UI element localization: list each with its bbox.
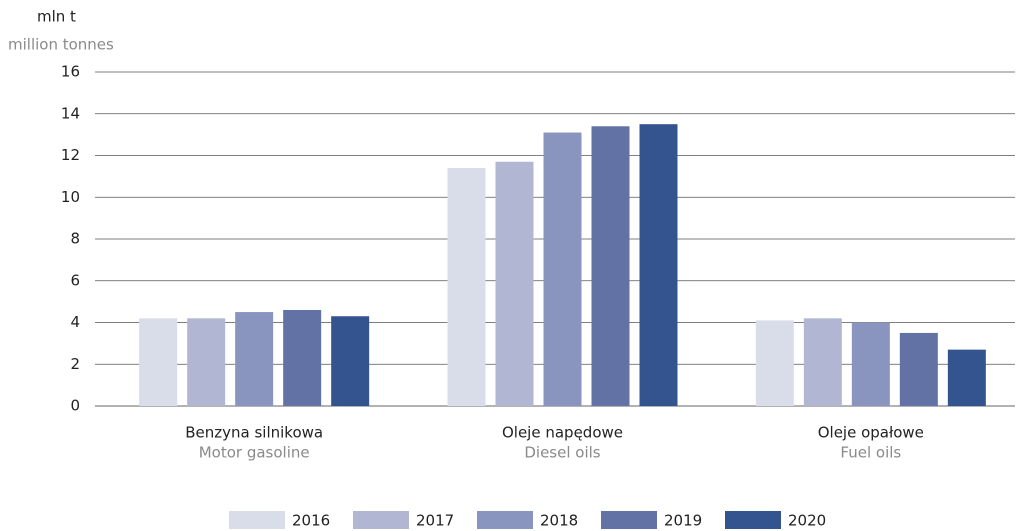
bar — [803, 318, 842, 406]
y-tick-label: 10 — [61, 188, 80, 206]
y-tick-label: 0 — [70, 397, 80, 415]
legend-swatch — [353, 511, 409, 529]
legend-swatch — [725, 511, 781, 529]
y-tick-label: 16 — [61, 63, 80, 81]
legend-label: 2020 — [788, 512, 826, 530]
legend-label: 2017 — [416, 512, 454, 530]
bar — [331, 316, 370, 406]
bar — [851, 322, 890, 406]
y-tick-label: 2 — [70, 355, 80, 373]
bar — [899, 332, 938, 406]
x-tick-label: Benzyna silnikowa — [185, 424, 323, 442]
legend-swatch — [601, 511, 657, 529]
bar — [447, 168, 486, 406]
legend-swatch — [477, 511, 533, 529]
bar — [187, 318, 226, 406]
legend-swatch — [229, 511, 285, 529]
x-tick-label-en: Fuel oils — [840, 444, 901, 462]
legend-label: 2018 — [540, 512, 578, 530]
bar — [139, 318, 178, 406]
legend-label: 2019 — [664, 512, 702, 530]
y-tick-label: 8 — [70, 230, 80, 248]
y-tick-label: 14 — [61, 104, 80, 122]
y-tick-label: 4 — [70, 313, 80, 331]
x-tick-label-en: Motor gasoline — [199, 444, 310, 462]
bar — [947, 349, 986, 406]
bar — [591, 126, 630, 407]
bar — [543, 132, 582, 406]
x-tick-label: Oleje napędowe — [502, 424, 623, 442]
x-tick-label: Oleje opałowe — [818, 424, 924, 442]
y-axis-label-en: million tonnes — [8, 36, 114, 54]
bar — [639, 124, 678, 406]
legend-label: 2016 — [292, 512, 330, 530]
bar — [755, 320, 794, 406]
y-tick-label: 12 — [61, 146, 80, 164]
bar — [283, 309, 322, 406]
y-axis-label: mln t — [37, 8, 76, 26]
x-tick-label-en: Diesel oils — [524, 444, 600, 462]
bar — [495, 161, 534, 406]
bar — [235, 312, 274, 406]
y-tick-label: 6 — [70, 271, 80, 289]
